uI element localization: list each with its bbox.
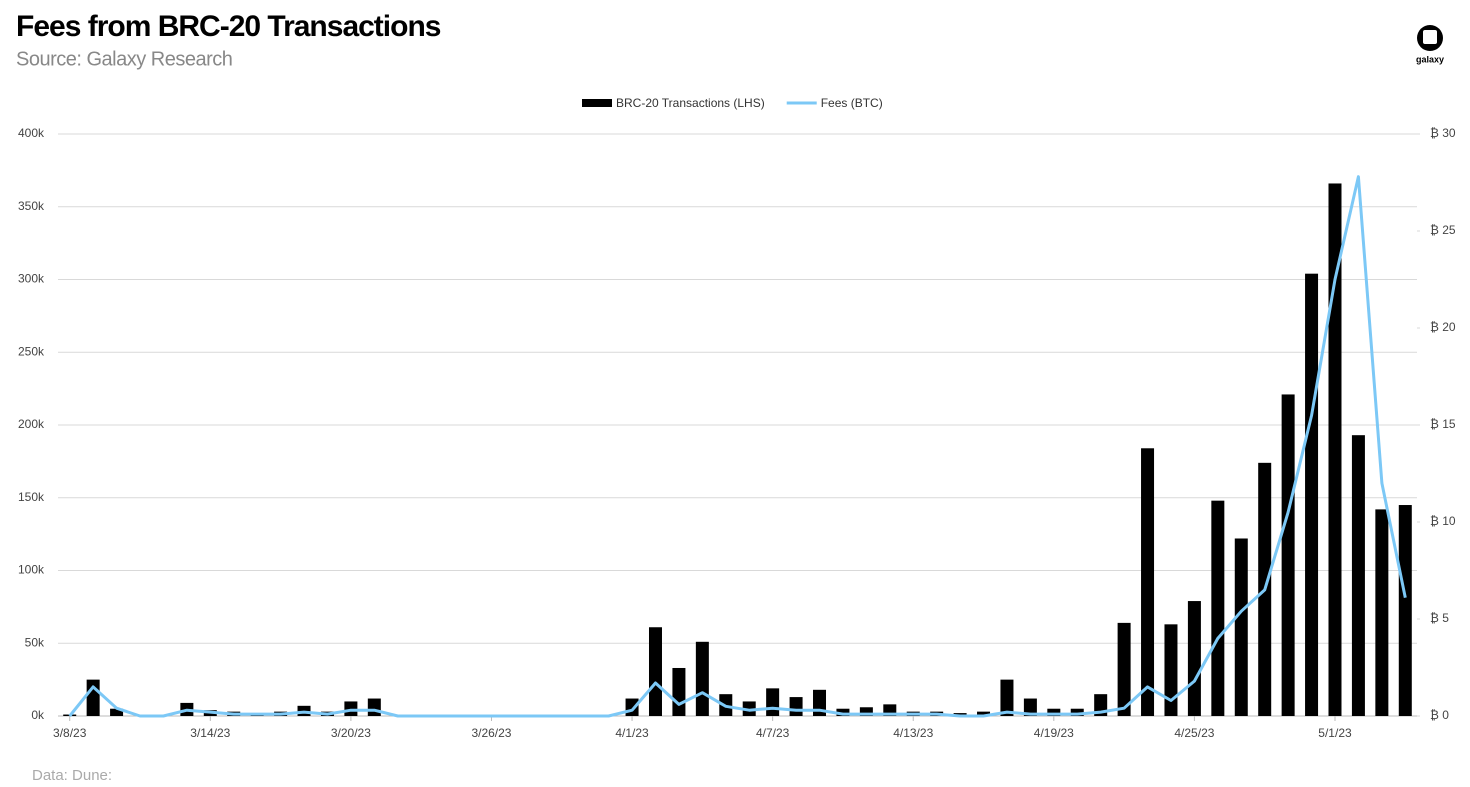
bar xyxy=(1117,622,1131,716)
source-note: Data: Dune: xyxy=(32,767,112,784)
x-tick-label: 5/1/23 xyxy=(1318,726,1352,740)
y-tick-label: 400k xyxy=(18,126,45,140)
bar xyxy=(1281,394,1295,716)
bar xyxy=(110,708,124,716)
bar xyxy=(1023,698,1037,716)
y-tick-label: 350k xyxy=(18,199,45,213)
logo-text: galaxy xyxy=(1416,54,1444,64)
legend-label: Fees (BTC) xyxy=(821,96,883,110)
bar xyxy=(883,704,897,716)
x-tick-label: 3/26/23 xyxy=(471,726,511,740)
y2-tick-label: ₿ 30 xyxy=(1430,126,1456,140)
y-tick-label: 0k xyxy=(31,708,45,722)
logo: galaxy xyxy=(1416,25,1444,64)
chart-title: Fees from BRC-20 Transactions xyxy=(16,10,441,43)
line xyxy=(68,175,1407,718)
legend-swatch xyxy=(582,99,612,107)
bar xyxy=(1398,505,1412,716)
bar xyxy=(1211,500,1225,716)
y2-tick-label: ₿ 25 xyxy=(1430,223,1456,237)
bar xyxy=(1141,448,1155,716)
bar xyxy=(625,698,639,716)
bar xyxy=(648,627,662,716)
y2-tick-label: ₿ 20 xyxy=(1430,320,1456,334)
bar xyxy=(977,711,991,716)
chart-subtitle: Source: Galaxy Research xyxy=(16,48,232,70)
x-tick-label: 4/13/23 xyxy=(893,726,933,740)
bar xyxy=(1328,183,1342,717)
bar xyxy=(1375,509,1389,716)
bar xyxy=(695,641,709,716)
bar xyxy=(1234,538,1248,716)
x-tick-label: 4/1/23 xyxy=(615,726,649,740)
bar xyxy=(1187,601,1201,716)
legend-label: BRC-20 Transactions (LHS) xyxy=(616,96,765,110)
y-tick-label: 250k xyxy=(18,344,45,358)
bar xyxy=(1351,435,1365,716)
bar xyxy=(789,697,803,716)
bar xyxy=(672,667,686,716)
bar xyxy=(1000,679,1014,716)
bar xyxy=(766,688,780,716)
x-tick-label: 4/25/23 xyxy=(1174,726,1214,740)
bar xyxy=(859,707,873,716)
x-tick-label: 3/20/23 xyxy=(331,726,371,740)
x-tick-label: 4/7/23 xyxy=(756,726,790,740)
y-tick-label: 300k xyxy=(18,272,45,286)
y-tick-label: 100k xyxy=(18,563,45,577)
y2-tick-label: ₿ 5 xyxy=(1430,611,1449,625)
bar xyxy=(1070,708,1084,716)
y-tick-label: 150k xyxy=(18,490,45,504)
bar xyxy=(367,698,381,716)
x-tick-label: 3/8/23 xyxy=(53,726,87,740)
bar xyxy=(1305,273,1319,716)
y-tick-label: 200k xyxy=(18,417,45,431)
logo-mark-inner xyxy=(1423,30,1437,44)
bar xyxy=(1164,624,1178,716)
bar xyxy=(86,679,100,716)
bar xyxy=(836,708,850,716)
bar xyxy=(1047,708,1061,716)
y2-tick-label: ₿ 10 xyxy=(1430,514,1456,528)
x-tick-label: 4/19/23 xyxy=(1034,726,1074,740)
y2-tick-label: ₿ 15 xyxy=(1430,417,1456,431)
y-tick-label: 50k xyxy=(25,635,45,649)
x-tick-label: 3/14/23 xyxy=(190,726,230,740)
y2-tick-label: ₿ 0 xyxy=(1430,708,1449,722)
